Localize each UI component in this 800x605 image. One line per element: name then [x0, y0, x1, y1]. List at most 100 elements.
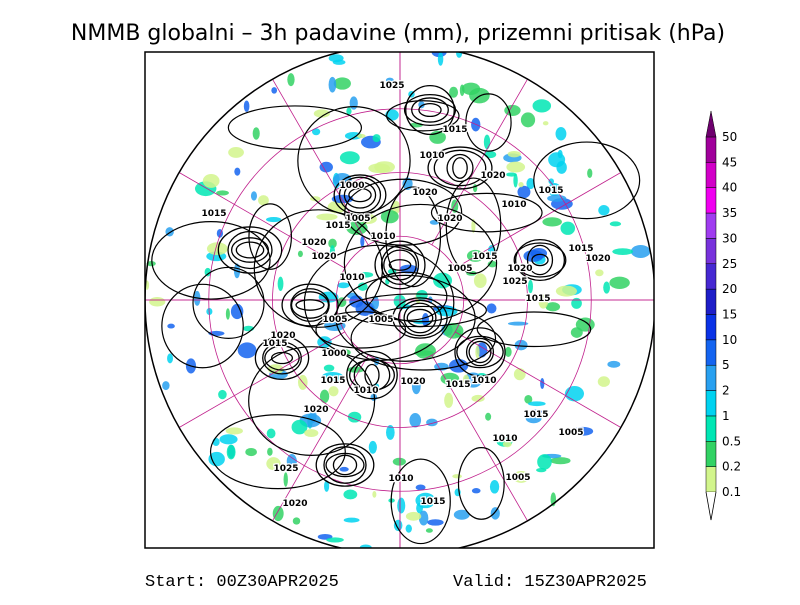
precip-area: [346, 220, 368, 235]
colorbar-band: [705, 288, 717, 315]
precip-area: [506, 161, 526, 173]
isobar: [454, 327, 506, 377]
precip-area: [520, 112, 536, 128]
precip-area: [333, 77, 351, 90]
precip-area: [337, 349, 351, 356]
colorbar-label: 50: [722, 130, 737, 144]
precip-area: [324, 480, 330, 492]
precip-area: [542, 121, 549, 126]
contour-label: 1015: [442, 125, 467, 135]
isobar: [392, 297, 448, 339]
precip-area: [328, 386, 339, 397]
precip-area: [415, 492, 436, 509]
precip-area: [545, 302, 561, 312]
precip-area: [530, 409, 543, 414]
precip-area: [267, 447, 273, 456]
precip-area: [316, 213, 338, 221]
precip-area: [167, 323, 175, 329]
precip-area: [587, 168, 593, 179]
isobar: [227, 105, 363, 150]
contour-label: 1020: [303, 405, 328, 415]
colorbar-band: [705, 212, 717, 239]
colorbar-label: 2: [722, 384, 730, 398]
meridian: [178, 331, 345, 428]
precip-area: [507, 150, 521, 158]
precip-area: [358, 271, 374, 278]
precip-area: [313, 109, 330, 118]
precip-area: [386, 425, 395, 440]
precip-area: [502, 440, 512, 448]
precip-area: [328, 238, 337, 249]
precip-area: [216, 190, 229, 196]
precip-area: [372, 134, 381, 143]
precip-area: [483, 134, 491, 150]
contour-label: 1010: [419, 151, 444, 161]
precip-area: [532, 99, 552, 113]
isobar: [465, 337, 495, 367]
isobar: [365, 271, 448, 322]
isobar: [380, 245, 420, 285]
precip-area: [277, 276, 284, 292]
isobar: [430, 192, 543, 233]
colorbar-label: 35: [722, 206, 737, 220]
colorbar-label: 20: [722, 282, 737, 296]
precip-area: [218, 389, 227, 400]
isobar: [161, 283, 244, 369]
precip-area: [518, 182, 524, 188]
contour-label: 1015: [525, 294, 550, 304]
precip-area: [540, 378, 545, 390]
precip-area: [237, 342, 257, 359]
precip-area: [513, 368, 526, 381]
contour-label: 1015: [568, 244, 593, 254]
precip-area: [346, 107, 352, 115]
colorbar-band: [705, 187, 717, 214]
precip-area: [536, 467, 547, 473]
title: NMMB globalni – 3h padavine (mm), prizem…: [71, 21, 725, 46]
isobar: [476, 311, 592, 348]
precip-area: [291, 419, 308, 435]
isobar: [332, 454, 358, 476]
precip-area: [385, 77, 394, 84]
isobar: [343, 181, 377, 209]
meridian: [272, 78, 369, 245]
precip-area: [555, 127, 567, 141]
colorbar-band: [705, 415, 717, 442]
isobar: [248, 346, 376, 456]
precip-area: [425, 528, 433, 533]
colorbar-band: [705, 238, 717, 265]
precip-area: [292, 517, 301, 525]
precip-area: [243, 100, 250, 113]
precip-area: [399, 264, 418, 274]
contour-label: 1025: [379, 81, 404, 91]
isobar: [397, 299, 443, 337]
precip-area: [504, 346, 512, 357]
precip-area: [339, 466, 349, 472]
isobar: [253, 209, 384, 328]
precip-area: [343, 517, 360, 523]
contour-label: 1010: [501, 200, 526, 210]
precip-area: [359, 544, 372, 548]
isobar: [344, 178, 463, 246]
precip-area: [225, 427, 243, 435]
precip-area: [326, 537, 344, 543]
precip-area: [507, 321, 529, 326]
precip-area: [510, 199, 519, 207]
colorbar-band: [705, 136, 717, 163]
contour-label: 1010: [353, 386, 378, 396]
precip-area: [603, 281, 610, 294]
colorbar-band: [705, 390, 717, 417]
isobar: [533, 141, 641, 220]
valid-time: Valid: 15Z30APR2025: [453, 573, 647, 592]
contour-label: 1015: [445, 380, 470, 390]
precip-area: [475, 345, 480, 359]
precip-area: [271, 87, 278, 94]
precip-area: [357, 282, 368, 291]
precip-area: [329, 245, 335, 259]
precip-area: [146, 260, 156, 267]
colorbar-band: [705, 162, 717, 188]
isobar: [151, 221, 271, 300]
isobar: [254, 335, 310, 381]
isobar: [433, 149, 487, 187]
